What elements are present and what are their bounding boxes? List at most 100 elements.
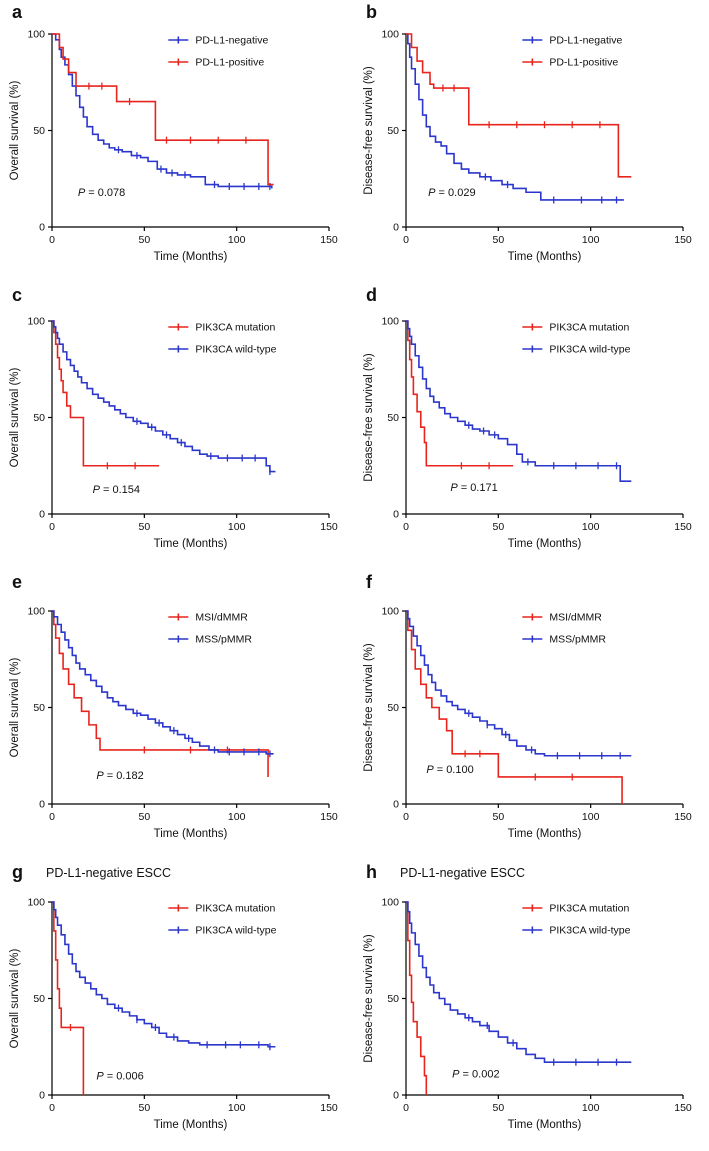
y-axis-label: Overall survival (%) bbox=[9, 657, 21, 757]
y-tick-label: 50 bbox=[387, 125, 399, 137]
panel-g: g PD-L1-negative ESCC 0 50 100 150 0 50 100 Tim… bbox=[0, 860, 354, 1151]
p-value-label: P = 0.078 bbox=[78, 187, 125, 199]
x-tick-label: 0 bbox=[403, 1102, 409, 1114]
y-axis-label: Disease-free survival (%) bbox=[363, 66, 375, 195]
legend-label: PIK3CA wild-type bbox=[549, 925, 630, 937]
x-tick-label: 50 bbox=[492, 521, 504, 533]
x-axis-label: Time (Months) bbox=[154, 828, 228, 840]
survival-curve-PIK3CA wild-type bbox=[406, 901, 632, 1063]
y-tick-label: 0 bbox=[39, 509, 45, 521]
y-tick-label: 50 bbox=[33, 993, 45, 1005]
x-tick-label: 150 bbox=[320, 811, 338, 823]
y-tick-label: 100 bbox=[381, 606, 399, 618]
x-tick-label: 100 bbox=[228, 811, 246, 823]
survival-curve-MSS/pMMR bbox=[52, 610, 274, 755]
y-tick-label: 50 bbox=[387, 702, 399, 714]
panel-letter: d bbox=[366, 285, 377, 305]
x-tick-label: 150 bbox=[674, 1102, 692, 1114]
x-tick-label: 0 bbox=[403, 234, 409, 246]
survival-curve-PIK3CA mutation bbox=[52, 320, 160, 467]
survival-curve-MSI/dMMR bbox=[52, 610, 269, 777]
x-tick-label: 150 bbox=[674, 811, 692, 823]
x-tick-label: 50 bbox=[492, 1102, 504, 1114]
p-value-label: P = 0.154 bbox=[93, 484, 140, 496]
y-tick-label: 0 bbox=[39, 799, 45, 811]
y-tick-label: 0 bbox=[39, 222, 45, 234]
x-tick-label: 100 bbox=[228, 234, 246, 246]
survival-curve-MSS/pMMR bbox=[406, 610, 632, 757]
panel-f: f 0 50 100 150 0 50 100 Time (Months) Disease-fr… bbox=[354, 570, 709, 860]
x-axis-label: Time (Months) bbox=[508, 828, 582, 840]
y-tick-label: 0 bbox=[393, 1090, 399, 1102]
survival-curve-PIK3CA wild-type bbox=[52, 901, 276, 1048]
x-tick-label: 0 bbox=[49, 811, 55, 823]
x-tick-label: 150 bbox=[320, 521, 338, 533]
y-tick-label: 100 bbox=[381, 29, 399, 41]
x-tick-label: 50 bbox=[492, 234, 504, 246]
x-tick-label: 100 bbox=[228, 521, 246, 533]
y-tick-label: 100 bbox=[27, 897, 45, 909]
x-tick-label: 150 bbox=[320, 1102, 338, 1114]
x-tick-label: 100 bbox=[228, 1102, 246, 1114]
p-value-label: P = 0.171 bbox=[450, 482, 497, 494]
x-axis-label: Time (Months) bbox=[154, 1119, 228, 1131]
x-tick-label: 0 bbox=[49, 521, 55, 533]
legend-label: PD-L1-positive bbox=[549, 57, 618, 69]
p-value-label: P = 0.182 bbox=[96, 770, 143, 782]
x-tick-label: 50 bbox=[492, 811, 504, 823]
y-tick-label: 0 bbox=[393, 509, 399, 521]
x-tick-label: 0 bbox=[403, 521, 409, 533]
y-tick-label: 100 bbox=[27, 29, 45, 41]
y-axis-label: Disease-free survival (%) bbox=[363, 934, 375, 1063]
y-tick-label: 0 bbox=[39, 1090, 45, 1102]
x-tick-label: 50 bbox=[138, 1102, 150, 1114]
survival-curve-PIK3CA mutation bbox=[52, 901, 85, 1095]
legend-label: PIK3CA mutation bbox=[195, 903, 275, 915]
y-axis-label: Overall survival (%) bbox=[9, 80, 21, 180]
p-value-label: P = 0.100 bbox=[426, 764, 473, 776]
x-axis-label: Time (Months) bbox=[508, 1119, 582, 1131]
legend-label: PIK3CA wild-type bbox=[195, 925, 276, 937]
y-tick-label: 100 bbox=[27, 316, 45, 328]
y-tick-label: 100 bbox=[381, 897, 399, 909]
x-tick-label: 100 bbox=[582, 811, 600, 823]
y-axis-label: Disease-free survival (%) bbox=[363, 353, 375, 482]
survival-curve-PD-L1-positive bbox=[406, 33, 632, 178]
x-axis-label: Time (Months) bbox=[508, 251, 582, 263]
p-value-label: P = 0.002 bbox=[452, 1069, 499, 1081]
x-tick-label: 0 bbox=[403, 811, 409, 823]
survival-curve-PIK3CA mutation bbox=[406, 901, 428, 1095]
p-value-label: P = 0.006 bbox=[96, 1071, 143, 1083]
x-tick-label: 100 bbox=[582, 1102, 600, 1114]
legend-label: MSI/dMMR bbox=[549, 612, 602, 624]
panel-h: h PD-L1-negative ESCC 0 50 100 150 0 50 100 Tim… bbox=[354, 860, 709, 1151]
x-tick-label: 150 bbox=[674, 234, 692, 246]
panel-title: PD-L1-negative ESCC bbox=[46, 866, 172, 880]
legend-label: MSS/pMMR bbox=[195, 634, 252, 646]
x-axis-label: Time (Months) bbox=[154, 538, 228, 550]
y-tick-label: 50 bbox=[33, 702, 45, 714]
legend-label: PIK3CA wild-type bbox=[549, 344, 630, 356]
x-tick-label: 50 bbox=[138, 811, 150, 823]
y-axis-label: Disease-free survival (%) bbox=[363, 643, 375, 772]
y-tick-label: 0 bbox=[393, 222, 399, 234]
x-tick-label: 150 bbox=[320, 234, 338, 246]
y-tick-label: 50 bbox=[33, 125, 45, 137]
y-axis-label: Overall survival (%) bbox=[9, 948, 21, 1048]
survival-curve-PD-L1-positive bbox=[52, 33, 274, 186]
p-value-label: P = 0.029 bbox=[428, 187, 475, 199]
x-tick-label: 100 bbox=[582, 234, 600, 246]
panel-letter: c bbox=[12, 285, 23, 305]
y-tick-label: 50 bbox=[387, 993, 399, 1005]
legend-label: PIK3CA mutation bbox=[549, 903, 629, 915]
panel-letter: f bbox=[366, 572, 372, 592]
legend-label: PIK3CA mutation bbox=[549, 322, 629, 334]
panel-c: c 0 50 100 150 0 50 100 Time (Months) Overall su… bbox=[0, 283, 354, 570]
panel-letter: b bbox=[366, 2, 377, 22]
